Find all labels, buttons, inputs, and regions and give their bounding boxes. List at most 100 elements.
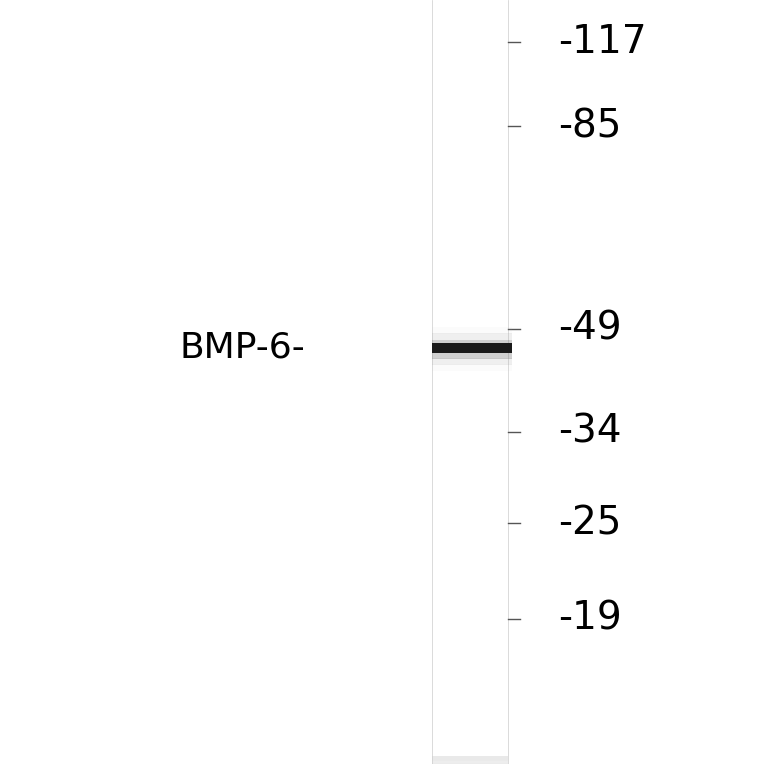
Bar bbox=[432, 759, 508, 763]
Bar bbox=[432, 759, 508, 762]
Bar bbox=[432, 333, 512, 341]
Bar bbox=[432, 759, 508, 762]
Bar bbox=[432, 760, 508, 764]
Bar bbox=[432, 759, 508, 762]
Bar bbox=[432, 759, 508, 762]
Bar bbox=[432, 759, 508, 763]
Bar bbox=[432, 757, 508, 761]
Bar bbox=[432, 759, 508, 762]
Bar bbox=[432, 757, 508, 761]
Bar bbox=[432, 758, 508, 762]
Text: -85: -85 bbox=[558, 107, 621, 145]
Bar bbox=[432, 757, 508, 761]
Text: -49: -49 bbox=[558, 309, 621, 348]
Bar bbox=[432, 758, 508, 762]
Bar bbox=[432, 760, 508, 764]
Bar bbox=[432, 760, 508, 764]
Bar bbox=[432, 757, 508, 761]
Bar bbox=[432, 759, 508, 762]
Bar bbox=[432, 759, 508, 762]
Bar bbox=[432, 758, 508, 762]
Bar bbox=[432, 759, 508, 762]
Bar bbox=[432, 756, 508, 760]
Bar bbox=[432, 758, 508, 762]
Bar bbox=[432, 759, 508, 762]
Bar bbox=[432, 758, 508, 762]
Bar bbox=[432, 756, 508, 760]
Bar bbox=[432, 759, 508, 763]
Bar bbox=[432, 756, 508, 760]
Bar bbox=[432, 760, 508, 764]
Bar bbox=[432, 757, 508, 761]
Bar bbox=[432, 759, 508, 762]
Bar bbox=[432, 757, 508, 761]
Bar bbox=[432, 757, 508, 761]
Bar bbox=[432, 758, 508, 762]
Bar bbox=[432, 759, 508, 763]
Bar bbox=[432, 756, 508, 761]
Bar bbox=[432, 759, 508, 763]
Bar bbox=[432, 759, 508, 763]
Bar bbox=[432, 759, 508, 763]
Bar bbox=[432, 758, 508, 762]
Bar bbox=[432, 758, 508, 762]
Bar bbox=[432, 757, 508, 761]
Bar bbox=[432, 759, 508, 763]
Text: -117: -117 bbox=[558, 23, 646, 61]
Bar bbox=[432, 757, 508, 761]
Bar bbox=[432, 759, 508, 762]
Bar bbox=[432, 759, 508, 762]
Bar bbox=[432, 757, 508, 761]
Bar bbox=[432, 757, 508, 761]
Bar bbox=[432, 759, 508, 762]
Bar bbox=[432, 759, 508, 763]
Bar bbox=[432, 757, 508, 761]
Bar bbox=[432, 759, 508, 762]
Bar bbox=[432, 756, 508, 760]
Bar bbox=[432, 342, 512, 353]
Bar bbox=[432, 760, 508, 764]
Bar bbox=[432, 758, 508, 762]
Bar bbox=[432, 759, 508, 763]
Bar bbox=[432, 758, 508, 762]
Bar bbox=[432, 758, 508, 762]
Bar bbox=[432, 758, 508, 762]
Bar bbox=[432, 757, 508, 761]
Bar bbox=[432, 759, 508, 762]
Bar bbox=[432, 757, 508, 761]
Bar bbox=[432, 758, 508, 761]
Bar bbox=[432, 759, 508, 762]
Bar bbox=[432, 757, 508, 761]
Bar bbox=[432, 756, 508, 760]
Bar bbox=[432, 760, 508, 764]
Bar bbox=[432, 757, 508, 761]
Bar bbox=[432, 758, 508, 762]
Bar bbox=[432, 759, 508, 764]
Bar bbox=[432, 759, 508, 762]
Bar bbox=[432, 756, 508, 760]
Bar bbox=[432, 760, 508, 764]
Bar bbox=[432, 757, 508, 761]
Bar bbox=[432, 759, 508, 762]
Bar bbox=[432, 756, 508, 760]
Bar bbox=[432, 759, 508, 762]
Bar bbox=[432, 759, 508, 763]
Bar bbox=[432, 339, 512, 347]
Bar bbox=[432, 759, 508, 762]
Bar bbox=[432, 757, 508, 761]
Bar bbox=[432, 351, 512, 359]
Bar bbox=[432, 756, 508, 760]
Bar bbox=[432, 759, 508, 763]
Bar bbox=[432, 759, 508, 763]
Bar bbox=[432, 756, 508, 760]
Bar bbox=[432, 759, 508, 763]
Bar bbox=[432, 327, 512, 335]
Bar bbox=[432, 759, 508, 763]
Bar bbox=[432, 759, 508, 763]
Bar bbox=[432, 758, 508, 762]
Bar bbox=[432, 759, 508, 762]
Bar bbox=[432, 759, 508, 763]
Bar bbox=[432, 760, 508, 764]
Bar bbox=[432, 759, 508, 762]
Bar bbox=[432, 758, 508, 762]
